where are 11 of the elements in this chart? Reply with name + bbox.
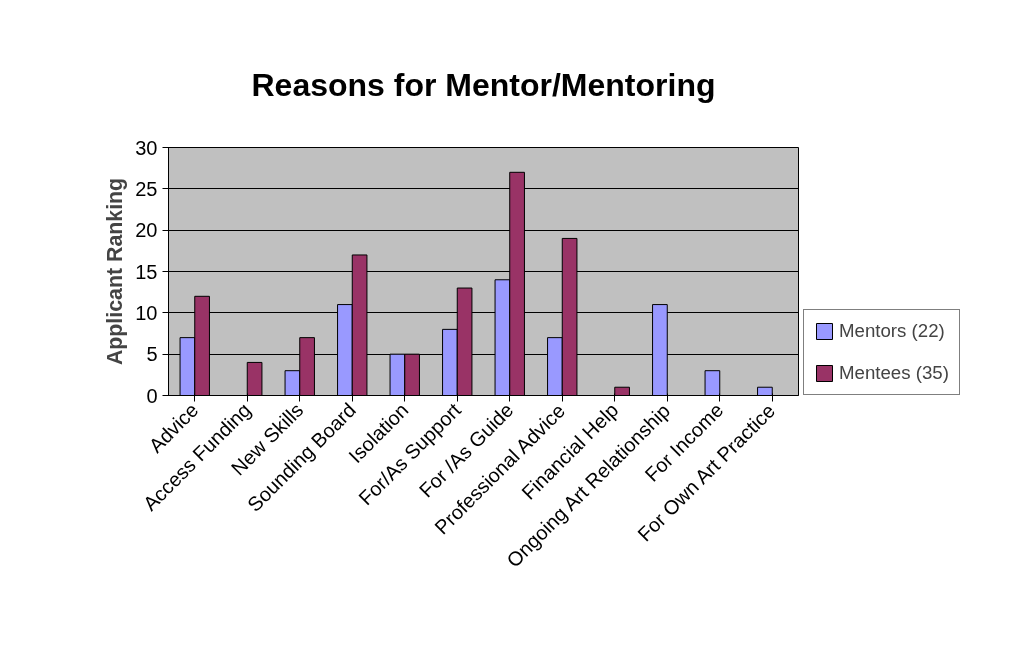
y-tick-label: 20 (135, 219, 158, 242)
y-tick-label: 30 (135, 136, 158, 159)
y-tick-label: 5 (146, 343, 158, 366)
y-tick-label: 0 (146, 384, 158, 407)
chart-title: Reasons for Mentor/Mentoring (251, 66, 716, 103)
legend-label: Mentors (22) (839, 320, 945, 342)
legend-label: Mentees (35) (839, 362, 949, 384)
y-tick-label: 25 (135, 177, 158, 200)
y-axis-title: Applicant Ranking (103, 177, 128, 366)
y-tick-label: 15 (135, 260, 158, 283)
y-tick-label: 10 (135, 301, 158, 324)
